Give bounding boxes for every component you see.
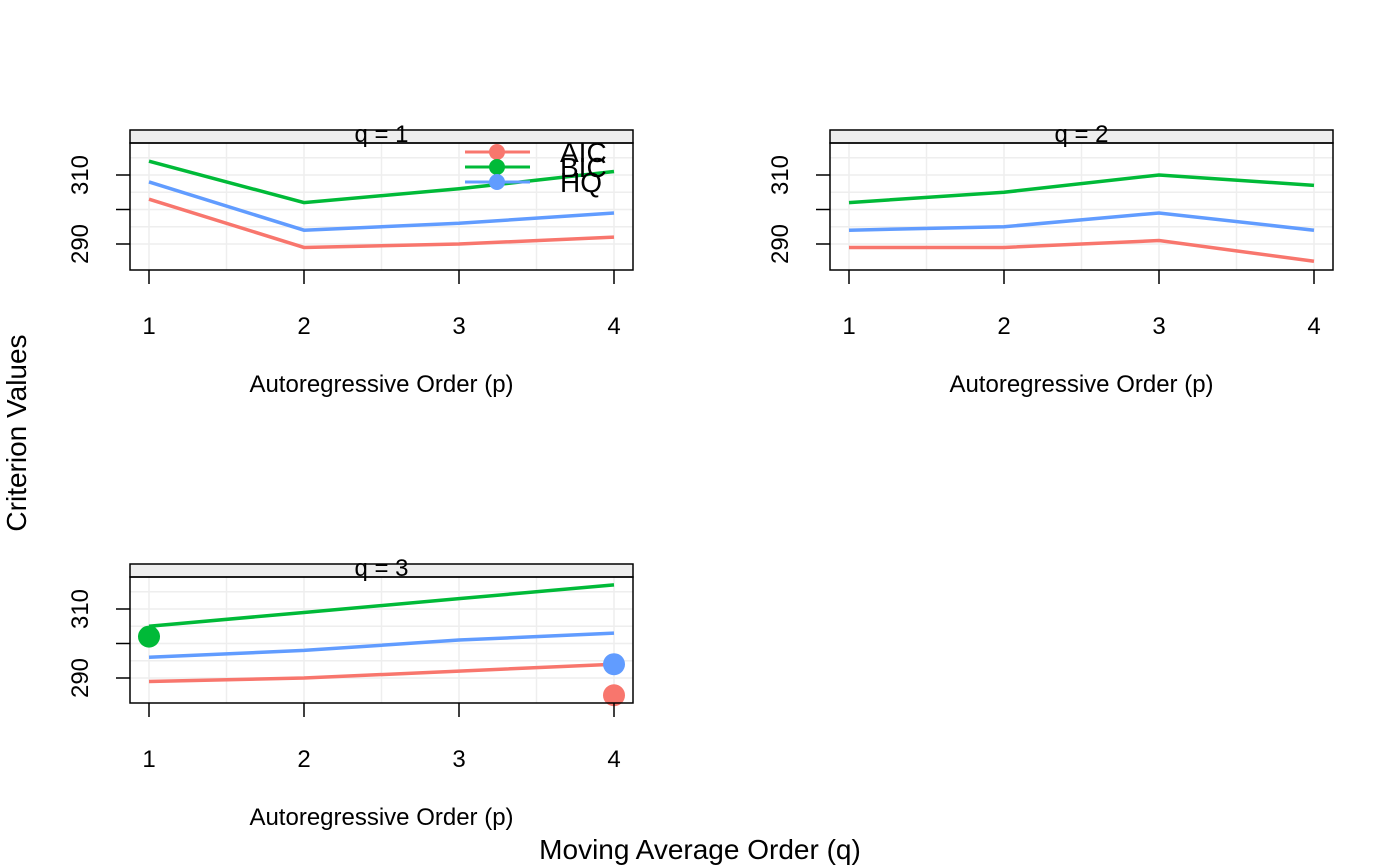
y-tick-label: 290 xyxy=(67,224,94,264)
panel-frame xyxy=(129,576,634,704)
x-axis-label: Autoregressive Order (p) xyxy=(949,371,1213,398)
series-line-aic xyxy=(148,197,615,250)
highlight-point-aic xyxy=(603,684,625,707)
legend-label-hq: HQ xyxy=(560,167,602,198)
x-tick-label: 2 xyxy=(997,313,1010,340)
x-axis-label: Autoregressive Order (p) xyxy=(249,804,513,831)
series-line-hq xyxy=(148,631,615,660)
y-tick-label: 290 xyxy=(767,224,794,264)
panel-frame xyxy=(129,142,634,271)
x-tick-label: 1 xyxy=(842,313,855,340)
y-tick-label: 310 xyxy=(767,155,794,195)
panel-frame xyxy=(829,142,1334,271)
legend-marker-aic xyxy=(489,144,505,160)
x-tick-label: 3 xyxy=(452,313,465,340)
panel-title: q = 1 xyxy=(354,121,408,148)
x-tick-label: 3 xyxy=(452,746,465,773)
series-line-hq xyxy=(148,180,615,232)
x-axis-label: Autoregressive Order (p) xyxy=(249,371,513,398)
series-line-bic xyxy=(148,159,615,205)
y-tick-label: 310 xyxy=(67,589,94,629)
panel-title: q = 2 xyxy=(1054,121,1108,148)
x-tick-label: 2 xyxy=(297,313,310,340)
y-axis-label: Criterion Values xyxy=(1,334,32,531)
highlight-point-hq xyxy=(603,653,625,676)
x-tick-label: 2 xyxy=(297,746,310,773)
x-tick-label: 3 xyxy=(1152,313,1165,340)
series-line-bic xyxy=(848,173,1315,205)
panel-2: q = 2 290 310 1 2 3 4 Autoregressive Order (p) xyxy=(767,121,1334,398)
series-line-aic xyxy=(148,662,615,684)
panel-3: q = 3 290 310 1 2 3 4 Autoregressive Order (p) xyxy=(67,555,634,831)
x-tick-label: 4 xyxy=(607,746,620,773)
y-tick-label: 290 xyxy=(67,658,94,698)
x-tick-label: 1 xyxy=(142,746,155,773)
series-line-aic xyxy=(849,238,1315,263)
y-tick-label: 310 xyxy=(67,155,94,195)
panel-title: q = 3 xyxy=(354,555,408,582)
bottom-axis-label: Moving Average Order (q) xyxy=(539,834,861,865)
highlight-point-bic xyxy=(138,625,160,648)
x-tick-label: 4 xyxy=(1307,313,1320,340)
legend-marker-bic xyxy=(489,159,505,175)
series-line-bic xyxy=(148,583,615,628)
x-tick-label: 1 xyxy=(142,313,155,340)
legend-label-aic: AIC xyxy=(560,137,607,168)
x-tick-label: 4 xyxy=(607,313,620,340)
legend-marker-hq xyxy=(489,174,505,190)
legend-label-bic: BIC xyxy=(560,152,607,183)
panel-1: q = 1 290 310 1 2 3 4 Autoregressive Order (p) xyxy=(67,121,634,398)
series-line-hq xyxy=(848,211,1315,232)
